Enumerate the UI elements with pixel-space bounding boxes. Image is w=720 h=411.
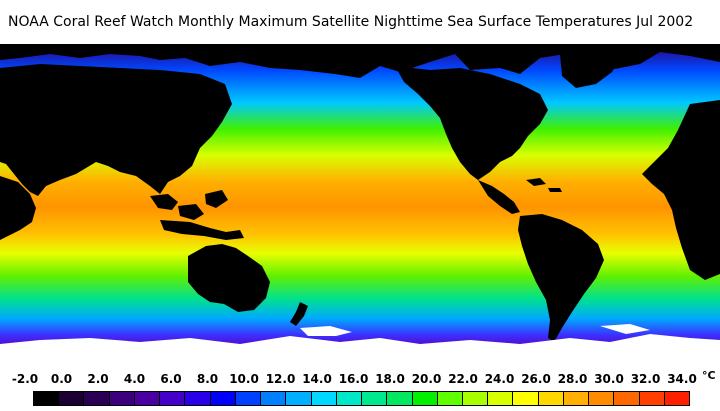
sst-map	[0, 44, 720, 371]
legend-swatch	[261, 392, 287, 405]
legend-tick-label: 32.0	[630, 372, 661, 386]
legend-swatch	[185, 392, 211, 405]
legend-tick-label: 6.0	[160, 372, 182, 386]
legend-swatch	[59, 392, 85, 405]
legend-swatch	[286, 392, 312, 405]
legend-swatch	[412, 392, 438, 405]
new-zealand	[290, 302, 308, 326]
legend-tick-label: -2.0	[11, 372, 39, 386]
eurasia-landmass	[0, 64, 232, 196]
legend-tick-label: 18.0	[375, 372, 405, 386]
legend-swatch	[134, 392, 161, 405]
legend-tick-label: 14.0	[302, 372, 332, 386]
legend-tick-label: 12.0	[265, 372, 296, 386]
legend-tick-label: 26.0	[521, 372, 551, 386]
legend-tick-label: 16.0	[338, 372, 369, 386]
legend-tick-label: 0.0	[50, 372, 73, 386]
greenland	[560, 52, 620, 88]
antarctica-ice	[0, 334, 720, 371]
map-title: NOAA Coral Reef Watch Monthly Maximum Sa…	[8, 14, 694, 30]
legend-tick-label: 24.0	[484, 372, 515, 386]
legend-swatch	[614, 392, 640, 405]
central-america	[478, 180, 520, 214]
legend-swatch	[336, 392, 363, 405]
legend-swatch	[513, 392, 539, 405]
africa-east-landmass	[642, 100, 720, 280]
legend-tick-label: 8.0	[196, 372, 219, 386]
legend-ticks: -2.0 0.0 2.0 4.0 6.0 8.0 10.0 12.0 14.0 16.0 18.0 2…	[0, 369, 720, 390]
legend-swatch	[664, 392, 690, 405]
australia-landmass	[188, 244, 270, 312]
north-america-landmass	[395, 66, 548, 180]
legend-tick-label: 34.0	[667, 372, 697, 386]
legend-swatch	[34, 392, 60, 405]
indonesia-islands	[150, 190, 244, 240]
caribbean-islands	[526, 178, 562, 192]
legend-swatch	[210, 392, 236, 405]
legend-swatch	[84, 392, 110, 405]
legend-swatch	[639, 392, 665, 405]
legend-swatch	[160, 392, 186, 405]
legend-swatch	[109, 392, 135, 405]
legend-swatch	[563, 392, 590, 405]
antarctica-patches	[300, 324, 650, 336]
legend-swatch	[462, 392, 489, 405]
legend-tick-label: 10.0	[229, 372, 259, 386]
legend-tick-label: 28.0	[557, 372, 588, 386]
sst-map-graphic	[0, 44, 720, 371]
legend-colorbar	[33, 391, 690, 406]
south-america-landmass	[518, 214, 604, 342]
legend-swatch	[235, 392, 262, 405]
legend-tick-label: 30.0	[594, 372, 624, 386]
legend-unit: °C	[702, 369, 716, 382]
legend-swatch	[311, 392, 337, 405]
legend-tick-label: 4.0	[123, 372, 146, 386]
legend-swatch	[538, 392, 564, 405]
arctic-land	[0, 44, 720, 78]
legend-swatch	[589, 392, 615, 405]
legend-swatch	[387, 392, 413, 405]
legend-tick-label: 2.0	[87, 372, 109, 386]
legend-tick-label: 22.0	[448, 372, 478, 386]
legend-swatch	[488, 392, 514, 405]
legend-swatch	[437, 392, 463, 405]
legend-tick-label: 20.0	[411, 372, 442, 386]
legend-swatch	[362, 392, 388, 405]
africa-landmass	[0, 176, 36, 240]
